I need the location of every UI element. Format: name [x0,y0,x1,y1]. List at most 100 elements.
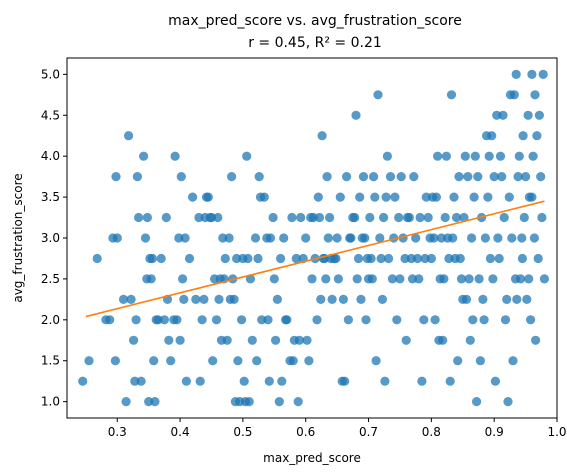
scatter-point [293,397,303,407]
scatter-point [307,274,317,284]
scatter-point [316,294,326,304]
scatter-point [252,356,262,366]
scatter-point [245,274,255,284]
scatter-point [346,233,356,243]
scatter-point [268,212,278,223]
scatter-point [304,356,314,366]
scatter-point [500,315,511,325]
scatter-point [487,131,497,141]
scatter-point [172,315,182,325]
scatter-point [224,233,234,243]
scatter-point [314,212,325,223]
scatter-point [208,356,218,366]
scatter-point [385,172,396,182]
scatter-point [529,233,540,243]
scatter-point [448,233,458,243]
scatter-point [124,131,134,141]
y-tick-label: 4.0 [41,149,60,163]
scatter-point [222,335,232,345]
scatter-point [455,253,465,264]
scatter-point [131,315,141,325]
scatter-point [440,212,450,223]
y-tick-label: 3.5 [41,190,60,204]
scatter-point [164,335,174,345]
scatter-point [365,212,375,223]
scatter-point [439,274,449,284]
scatter-point [527,192,537,202]
scatter-point [279,233,289,243]
y-tick-label: 1.0 [41,395,60,409]
scatter-point [433,151,443,161]
y-axis-ticks: 1.0 1.5 2.0 2.5 3.0 3.5 4.0 4.5 5.0 [41,67,67,409]
scatter-point [206,212,217,223]
scatter-point [342,172,352,182]
scatter-point [288,356,298,366]
scatter-point [467,233,477,243]
scatter-point [381,192,391,202]
scatter-point [539,274,550,284]
scatter-point [508,356,518,366]
scatter-point [490,376,500,386]
scatter-point [507,233,517,243]
scatter-point [132,172,142,182]
scatter-point [375,233,385,243]
scatter-point [269,274,279,284]
scatter-point [444,253,454,264]
scatter-point [302,335,312,345]
x-tick-label: 0.7 [359,425,378,439]
scatter-point [512,294,522,304]
scatter-point [485,253,495,264]
scatter-point [527,69,537,79]
scatter-point [203,192,213,202]
y-axis-label: avg_frustration_score [11,173,25,302]
scatter-point [166,356,176,366]
scatter-point [414,274,424,284]
scatter-point [358,172,369,182]
scatter-point [237,315,247,325]
scatter-point [271,335,281,345]
scatter-point [449,192,459,202]
scatter-point [184,253,195,264]
scatter-point [156,253,166,264]
scatter-point [464,274,474,284]
scatter-point [517,253,528,264]
scatter-point [456,274,467,284]
scatter-point [150,397,160,407]
scatter-point [395,274,405,284]
x-tick-label: 0.9 [485,425,504,439]
scatter-point [504,192,514,202]
scatter-point [400,253,410,264]
chart-title: max_pred_score vs. avg_frustration_score [168,13,462,29]
scatter-point [351,110,361,120]
scatter-point [195,376,205,386]
scatter-point [227,172,237,182]
y-tick-label: 2.5 [41,272,60,286]
scatter-point [463,172,473,182]
scatter-point [321,274,331,284]
scatter-point [483,192,493,202]
scatter-point [343,315,353,325]
scatter-point [511,69,521,79]
scatter-point [126,294,136,304]
scatter-point [460,151,470,161]
scatter-point [376,253,386,264]
scatter-point [495,151,506,161]
scatter-point [181,376,191,386]
scatter-point [468,315,478,325]
scatter-point [524,274,534,284]
scatter-point [415,212,425,223]
scatter-point [451,212,462,223]
scatter-point [296,212,306,223]
scatter-point [412,253,423,264]
scatter-point [274,397,284,407]
scatter-point [161,212,171,223]
y-tick-label: 3.0 [41,231,60,245]
x-tick-label: 0.6 [296,425,315,439]
scatter-point [153,315,163,325]
scatter-point [489,172,499,182]
scatter-point [146,274,156,284]
scatter-point [380,376,390,386]
y-tick-label: 5.0 [41,67,60,81]
scatter-point [277,376,287,386]
scatter-point [233,356,243,366]
